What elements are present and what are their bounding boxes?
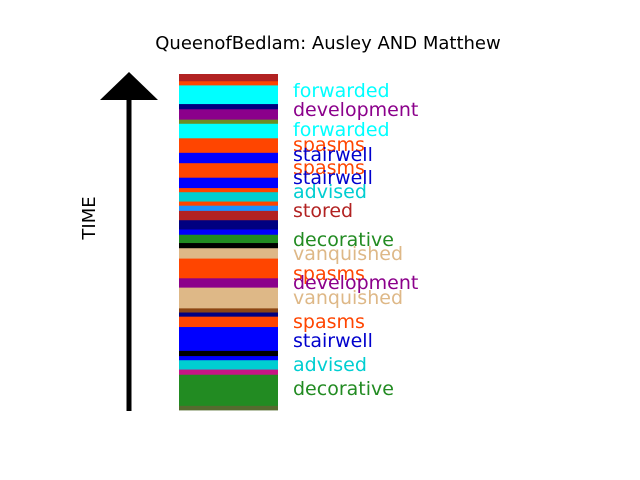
segment-label: advised	[293, 181, 367, 203]
time-segment	[179, 350, 278, 357]
time-segment	[179, 188, 278, 193]
time-segment	[179, 74, 278, 82]
time-segment	[179, 123, 278, 139]
time-segment	[179, 369, 278, 376]
segment-label: forwarded	[293, 119, 390, 141]
label-column: forwardeddevelopmentforwardedspasmsstair…	[293, 80, 418, 400]
time-segment	[179, 258, 278, 279]
time-segment	[179, 229, 278, 236]
time-segment	[179, 356, 278, 361]
time-segment	[179, 104, 278, 110]
segment-label: stairwell	[293, 144, 373, 166]
time-segment	[179, 248, 278, 259]
segment-label: development	[293, 272, 418, 294]
time-segment	[179, 312, 278, 318]
time-segment	[179, 201, 278, 207]
time-segment	[179, 152, 278, 164]
time-segment	[179, 405, 278, 411]
segment-label: stairwell	[293, 330, 373, 352]
time-segment	[179, 119, 278, 125]
segment-label: spasms	[293, 263, 365, 285]
time-segment	[179, 287, 278, 309]
time-segment	[179, 234, 278, 244]
time-segment	[179, 177, 278, 189]
time-segment	[179, 205, 278, 212]
time-segment	[179, 374, 278, 407]
time-segment	[179, 308, 278, 313]
segment-label: stored	[293, 200, 353, 222]
time-segment	[179, 85, 278, 105]
time-segment	[179, 316, 278, 328]
segment-label: spasms	[293, 311, 365, 333]
segment-label: vanquished	[293, 243, 403, 265]
time-segment	[179, 210, 278, 221]
segment-label: spasms	[293, 134, 365, 156]
segment-label: spasms	[293, 157, 365, 179]
segment-label: decorative	[293, 229, 394, 251]
segment-label: vanquished	[293, 287, 403, 309]
segment-stack	[179, 74, 278, 411]
segment-label: advised	[293, 354, 367, 376]
segment-label: forwarded	[293, 80, 390, 102]
time-segment	[179, 220, 278, 230]
time-arrow-head	[100, 72, 158, 100]
time-segment	[179, 360, 278, 370]
time-segment	[179, 138, 278, 154]
time-segment	[179, 109, 278, 121]
segment-label: development	[293, 99, 418, 121]
time-segment	[179, 243, 278, 249]
time-segment	[179, 327, 278, 352]
y-axis-label: TIME	[79, 196, 100, 240]
time-segment	[179, 278, 278, 289]
time-segment	[179, 192, 278, 202]
chart-title: QueenofBedlam: Ausley AND Matthew	[155, 33, 500, 54]
time-segment	[179, 163, 278, 179]
segment-label: stairwell	[293, 167, 373, 189]
segment-label: decorative	[293, 378, 394, 400]
time-segment	[179, 81, 278, 86]
